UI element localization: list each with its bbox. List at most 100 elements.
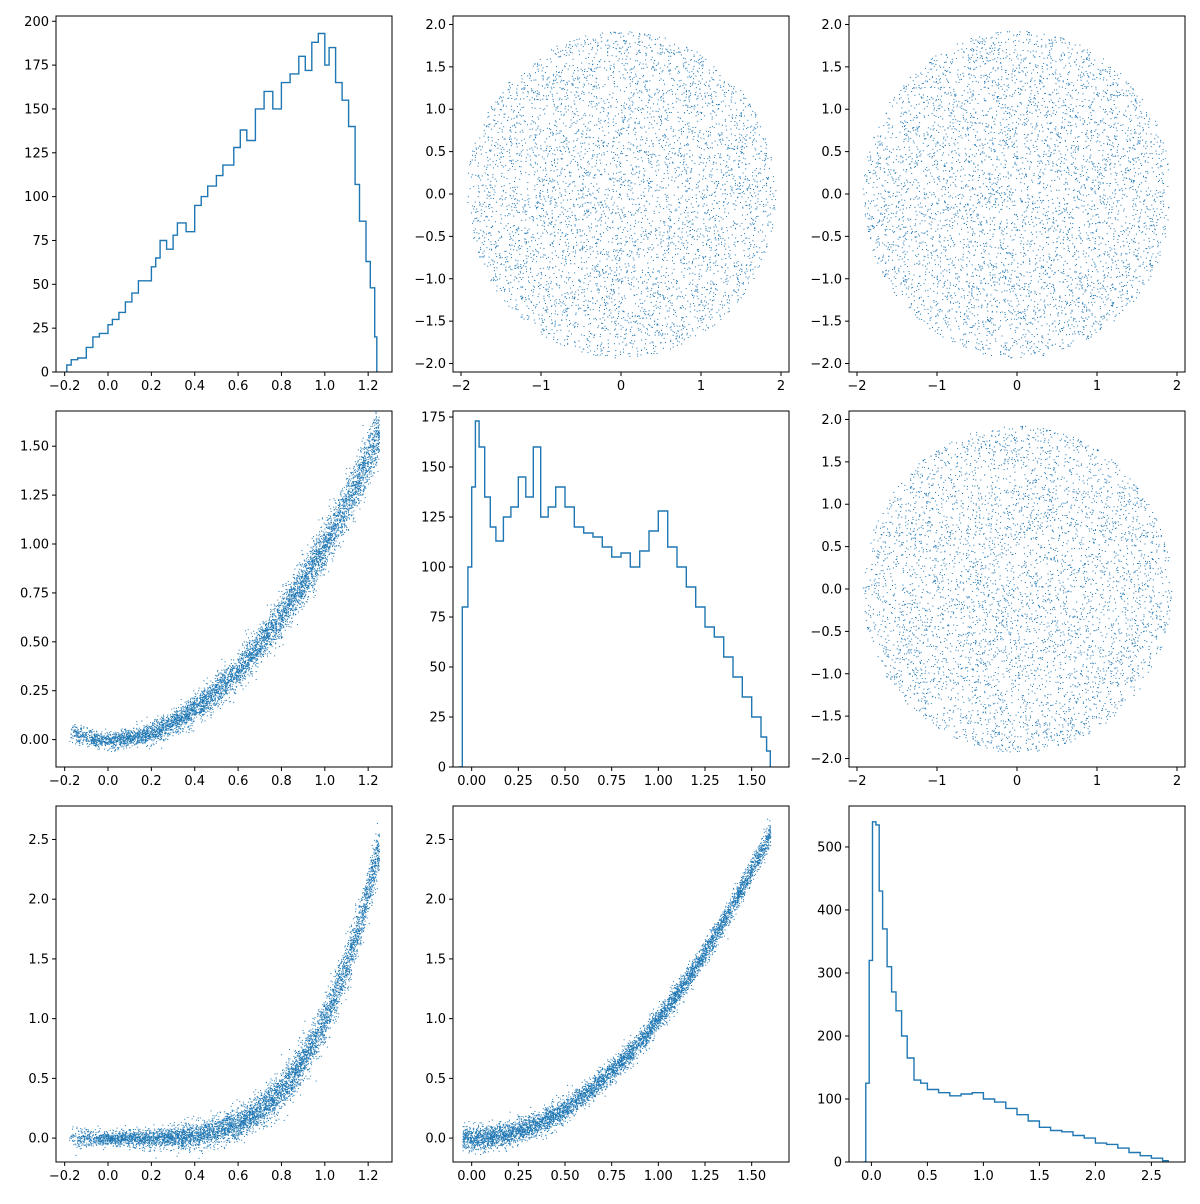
scatter-point	[615, 41, 616, 42]
scatter-point	[658, 332, 659, 333]
scatter-point	[578, 96, 579, 97]
scatter-point	[691, 290, 692, 291]
scatter-point	[641, 112, 642, 113]
scatter-point	[668, 197, 669, 198]
scatter-point	[739, 188, 740, 189]
scatter-point	[606, 70, 607, 71]
scatter-point	[734, 263, 735, 264]
scatter-point	[587, 347, 588, 348]
scatter-point	[509, 205, 510, 206]
scatter-point	[753, 135, 754, 136]
scatter-point	[717, 85, 718, 86]
scatter-point	[627, 155, 628, 156]
scatter-point	[582, 91, 583, 92]
scatter-point	[634, 226, 635, 227]
scatter-point	[616, 325, 617, 326]
scatter-point	[660, 343, 661, 344]
scatter-point	[730, 250, 731, 251]
scatter-point	[551, 88, 552, 89]
scatter-point	[525, 88, 526, 89]
scatter-point	[613, 138, 614, 139]
scatter-point	[648, 314, 649, 315]
scatter-point	[524, 82, 525, 83]
scatter-point	[710, 281, 711, 282]
scatter-point	[602, 323, 603, 324]
scatter-point	[660, 206, 661, 207]
scatter-point	[568, 216, 569, 217]
scatter-point	[657, 245, 658, 246]
scatter-point	[543, 296, 544, 297]
scatter-point	[766, 246, 767, 247]
scatter-point	[475, 212, 476, 213]
scatter-point	[603, 101, 604, 102]
scatter-point	[748, 197, 749, 198]
scatter-point	[755, 159, 756, 160]
scatter-point	[489, 185, 490, 186]
scatter-point	[526, 211, 527, 212]
scatter-point	[560, 301, 561, 302]
scatter-point	[619, 274, 620, 275]
scatter-point	[637, 351, 638, 352]
scatter-point	[599, 103, 600, 104]
scatter-point	[692, 127, 693, 128]
scatter-point	[701, 112, 702, 113]
scatter-point	[592, 193, 593, 194]
scatter-point	[747, 188, 748, 189]
scatter-point	[728, 281, 729, 282]
scatter-point	[735, 185, 736, 186]
scatter-point	[554, 199, 555, 200]
scatter-point	[767, 158, 768, 159]
scatter-point	[622, 63, 623, 64]
scatter-point	[688, 337, 689, 338]
scatter-point	[715, 155, 716, 156]
scatter-point	[584, 247, 585, 248]
scatter-point	[569, 221, 570, 222]
scatter-point	[640, 139, 641, 140]
scatter-point	[653, 66, 654, 67]
scatter-point	[585, 203, 586, 204]
scatter-point	[715, 250, 716, 251]
scatter-point	[541, 284, 542, 285]
scatter-point	[478, 166, 479, 167]
scatter-point	[655, 305, 656, 306]
scatter-point	[587, 76, 588, 77]
scatter-point	[731, 94, 732, 95]
scatter-point	[765, 138, 766, 139]
scatter-point	[652, 181, 653, 182]
scatter-point	[495, 274, 496, 275]
scatter-point	[584, 296, 585, 297]
scatter-point	[625, 41, 626, 42]
scatter-point	[473, 186, 474, 187]
scatter-point	[554, 333, 555, 334]
scatter-point	[548, 218, 549, 219]
scatter-point	[692, 197, 693, 198]
scatter-point	[555, 323, 556, 324]
scatter-point	[663, 93, 664, 94]
scatter-point	[533, 292, 534, 293]
scatter-point	[585, 36, 586, 37]
scatter-point	[612, 221, 613, 222]
scatter-point	[662, 70, 663, 71]
scatter-point	[692, 133, 693, 134]
scatter-point	[735, 254, 736, 255]
scatter-point	[709, 214, 710, 215]
scatter-point	[623, 174, 624, 175]
scatter-point	[733, 178, 734, 179]
scatter-point	[567, 165, 568, 166]
scatter-point	[716, 226, 717, 227]
scatter-point	[497, 148, 498, 149]
scatter-point	[594, 175, 595, 176]
scatter-point	[574, 156, 575, 157]
scatter-point	[528, 202, 529, 203]
scatter-point	[600, 319, 601, 320]
scatter-point	[674, 44, 675, 45]
scatter-point	[525, 220, 526, 221]
scatter-point	[508, 223, 509, 224]
scatter-point	[579, 207, 580, 208]
scatter-point	[601, 48, 602, 49]
scatter-point	[549, 82, 550, 83]
scatter-point	[576, 199, 577, 200]
scatter-point	[592, 265, 593, 266]
scatter-point	[540, 115, 541, 116]
